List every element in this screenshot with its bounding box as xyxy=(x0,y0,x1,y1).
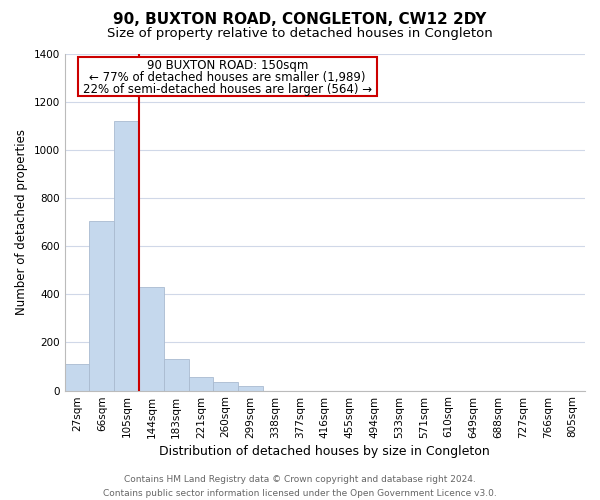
Text: Size of property relative to detached houses in Congleton: Size of property relative to detached ho… xyxy=(107,28,493,40)
Text: 90, BUXTON ROAD, CONGLETON, CW12 2DY: 90, BUXTON ROAD, CONGLETON, CW12 2DY xyxy=(113,12,487,28)
Bar xyxy=(139,287,164,391)
X-axis label: Distribution of detached houses by size in Congleton: Distribution of detached houses by size … xyxy=(160,444,490,458)
Bar xyxy=(214,382,238,390)
Text: 90 BUXTON ROAD: 150sqm: 90 BUXTON ROAD: 150sqm xyxy=(146,60,308,72)
Bar xyxy=(89,221,114,390)
Text: 22% of semi-detached houses are larger (564) →: 22% of semi-detached houses are larger (… xyxy=(83,82,372,96)
Bar xyxy=(238,386,263,390)
Text: ← 77% of detached houses are smaller (1,989): ← 77% of detached houses are smaller (1,… xyxy=(89,71,365,84)
Bar xyxy=(188,377,214,390)
Bar xyxy=(164,360,188,390)
FancyBboxPatch shape xyxy=(77,58,377,96)
Text: Contains HM Land Registry data © Crown copyright and database right 2024.
Contai: Contains HM Land Registry data © Crown c… xyxy=(103,476,497,498)
Y-axis label: Number of detached properties: Number of detached properties xyxy=(15,130,28,316)
Bar xyxy=(114,122,139,390)
Bar xyxy=(65,364,89,390)
